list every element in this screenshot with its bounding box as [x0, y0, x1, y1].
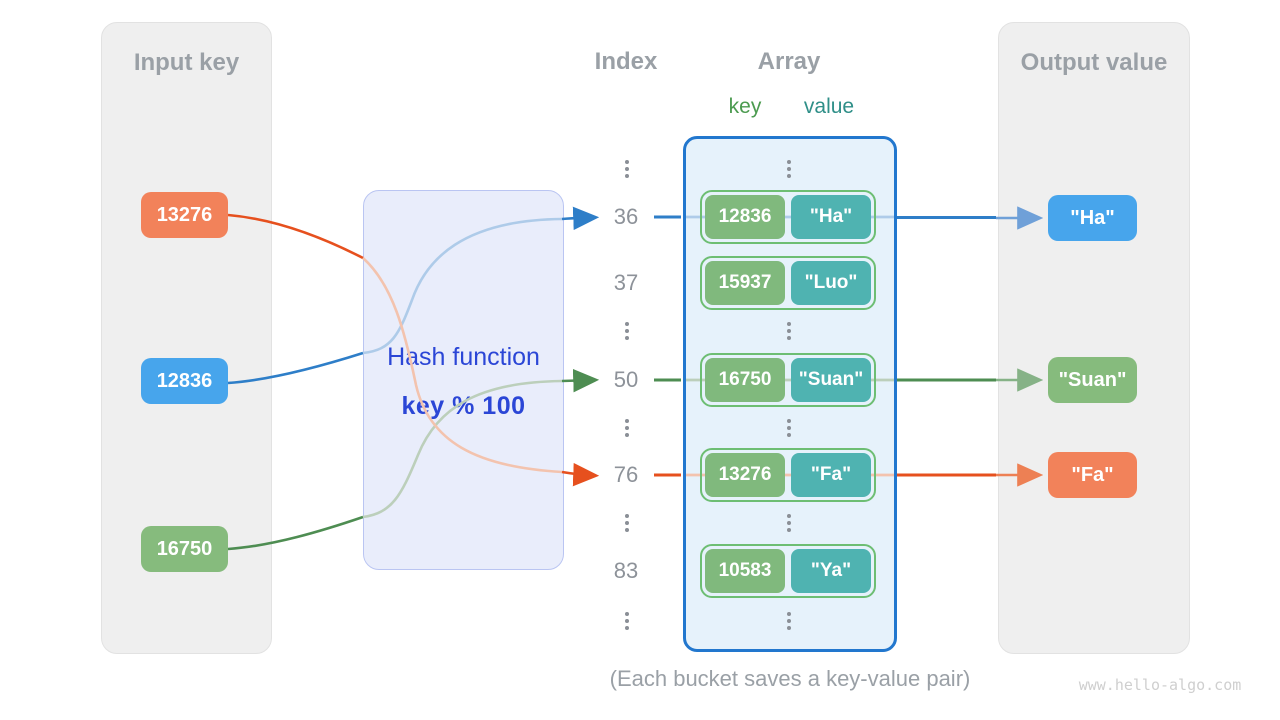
bucket-key: 13276 — [705, 453, 785, 497]
index-label-37: 37 — [613, 270, 639, 295]
ellipsis-icon — [786, 514, 791, 532]
ellipsis-icon — [624, 514, 629, 532]
output-value-panel: Output value — [998, 22, 1190, 654]
bucket-value: "Suan" — [791, 358, 871, 402]
ellipsis-icon — [786, 419, 791, 437]
index-column-header: Index — [594, 48, 658, 75]
key-sub-header: key — [728, 95, 762, 118]
bucket-key: 12836 — [705, 195, 785, 239]
bucket-key: 10583 — [705, 549, 785, 593]
output-panel-title: Output value — [1020, 49, 1168, 76]
index-label-76: 76 — [613, 462, 639, 487]
bucket-row-83: 10583 "Ya" — [700, 544, 876, 598]
bucket-row-50: 16750 "Suan" — [700, 353, 876, 407]
bucket-row-76: 13276 "Fa" — [700, 448, 876, 502]
hash-function-box: Hash function key % 100 — [363, 190, 564, 570]
input-key-13276: 13276 — [141, 192, 228, 238]
bucket-row-36: 12836 "Ha" — [700, 190, 876, 244]
bucket-value: "Luo" — [791, 261, 871, 305]
output-value-suan: "Suan" — [1048, 357, 1137, 403]
bucket-value: "Ha" — [791, 195, 871, 239]
hash-function-label: Hash function — [387, 343, 540, 371]
arrow-route-blue — [227, 206, 1044, 385]
input-key-16750: 16750 — [141, 526, 228, 572]
ellipsis-icon — [786, 322, 791, 340]
arrow-route-orange — [227, 213, 1044, 487]
input-panel-title: Input key — [133, 49, 240, 76]
ellipsis-icon — [624, 419, 629, 437]
index-label-50: 50 — [613, 367, 639, 392]
index-label-83: 83 — [613, 558, 639, 583]
bucket-row-37: 15937 "Luo" — [700, 256, 876, 310]
output-value-fa: "Fa" — [1048, 452, 1137, 498]
ellipsis-icon — [786, 160, 791, 178]
bucket-key: 16750 — [705, 358, 785, 402]
bucket-value: "Fa" — [791, 453, 871, 497]
ellipsis-icon — [624, 160, 629, 178]
watermark: www.hello-algo.com — [1078, 676, 1242, 694]
value-sub-header: value — [803, 95, 855, 118]
output-value-ha: "Ha" — [1048, 195, 1137, 241]
caption: (Each bucket saves a key-value pair) — [609, 666, 971, 691]
ellipsis-icon — [624, 612, 629, 630]
bucket-value: "Ya" — [791, 549, 871, 593]
hash-formula: key % 100 — [401, 392, 526, 420]
ellipsis-icon — [624, 322, 629, 340]
index-label-36: 36 — [613, 204, 639, 229]
array-column-header: Array — [757, 48, 821, 75]
input-key-12836: 12836 — [141, 358, 228, 404]
ellipsis-icon — [786, 612, 791, 630]
bucket-key: 15937 — [705, 261, 785, 305]
